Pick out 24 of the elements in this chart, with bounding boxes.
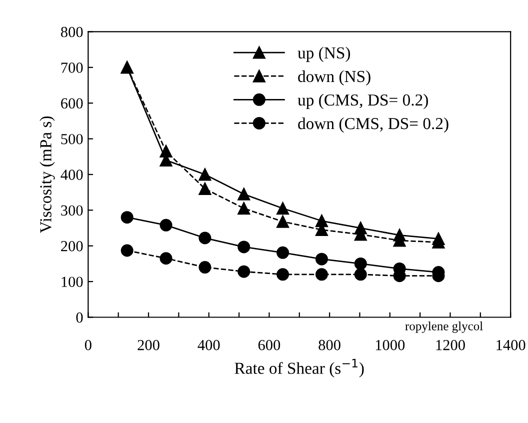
y-tick-label: 0	[76, 312, 83, 323]
y-tick-label: 200	[61, 241, 83, 252]
y-tick-label: 800	[60, 26, 83, 38]
x-tick-label: 400	[198, 340, 220, 350]
x-tick-label: 0	[84, 340, 92, 350]
y-tick-label: 400	[60, 170, 83, 180]
x-tick-label: 800	[318, 340, 340, 350]
legend-label: down (CMS, DS= 0.2)	[298, 117, 448, 133]
legend-label: up (NS)	[298, 46, 350, 62]
x-tick-label: 1200	[436, 340, 465, 350]
x-tick-label: 1400	[496, 340, 526, 350]
x-tick-label: 200	[138, 340, 160, 350]
y-tick-label: 600	[61, 98, 83, 109]
x-tick-label: 600	[258, 340, 280, 350]
y-axis-title: Viscosity (mPa s)	[40, 116, 55, 234]
text: ropylene glycol	[405, 322, 483, 333]
x-tick-label: 1000	[376, 340, 405, 350]
legend-label: down (NS)	[298, 70, 370, 86]
legend-label: up (CMS, DS= 0.2)	[298, 94, 428, 110]
y-tick-label: 100	[62, 276, 83, 288]
y-tick-label: 500	[61, 134, 83, 144]
y-tick-label: 300	[61, 205, 83, 216]
y-tick-label: 700	[61, 62, 83, 73]
x-axis-title: Rate of Shear (s$^{−1}$)	[234, 358, 364, 378]
